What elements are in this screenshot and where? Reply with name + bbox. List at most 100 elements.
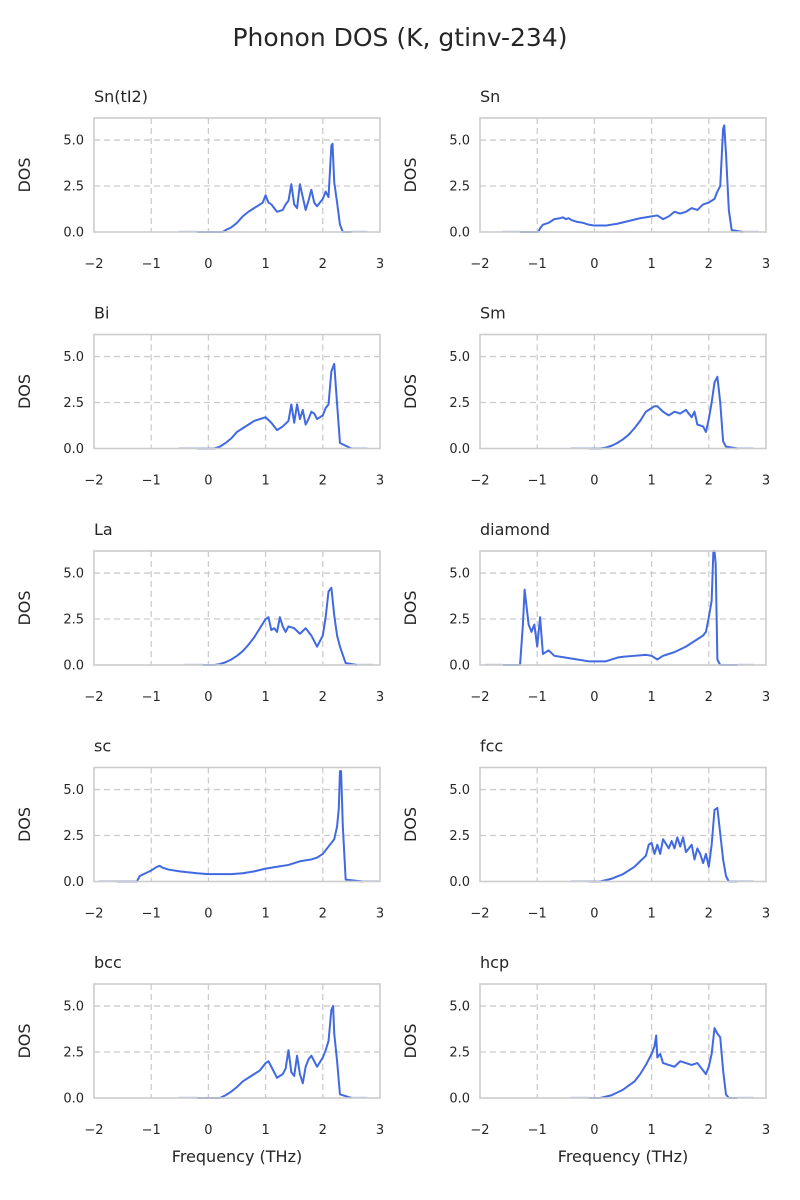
y-tick-label: 0.0 (449, 1092, 470, 1107)
y-axis-label: DOS (15, 157, 34, 192)
y-axis-label: DOS (401, 590, 420, 625)
panel-hcp: hcp −2 −1 0 1 2 3 0.0 2.5 5.0 DOS Frequency (THz) (401, 953, 770, 1166)
x-tick-label: 0 (590, 907, 598, 922)
y-tick-label: 0.0 (449, 659, 470, 674)
x-tick-label: −1 (528, 474, 547, 489)
x-tick-label: 0 (204, 474, 212, 489)
panel-title: La (94, 520, 113, 539)
x-tick-label: 0 (204, 1123, 212, 1138)
x-tick-label: −1 (528, 1123, 547, 1138)
y-axis-label: DOS (401, 374, 420, 409)
x-tick-label: −2 (84, 907, 103, 922)
x-tick-label: 2 (705, 257, 713, 272)
panel-diamond: diamond −2 −1 0 1 2 3 0.0 2.5 5.0 DOS (401, 520, 770, 705)
y-axis-label: DOS (401, 807, 420, 842)
y-tick-label: 2.5 (63, 613, 84, 628)
x-tick-label: 2 (319, 690, 327, 705)
x-tick-label: −1 (142, 257, 161, 272)
x-tick-label: 0 (204, 257, 212, 272)
x-tick-label: 2 (705, 907, 713, 922)
x-tick-label: 1 (261, 1123, 269, 1138)
y-tick-label: 5.0 (449, 134, 470, 149)
x-tick-label: 3 (376, 690, 384, 705)
y-tick-label: 0.0 (449, 442, 470, 457)
x-tick-label: −2 (84, 474, 103, 489)
axes-frame (93, 983, 381, 1099)
x-tick-label: 0 (590, 1123, 598, 1138)
x-tick-label: 3 (376, 1123, 384, 1138)
x-tick-label: −2 (470, 474, 489, 489)
dos-series-line (588, 806, 738, 883)
y-tick-label: 0.0 (63, 875, 84, 890)
x-tick-label: 2 (705, 474, 713, 489)
y-tick-label: 5.0 (63, 350, 84, 365)
axes-frame (93, 550, 381, 666)
y-tick-label: 2.5 (449, 180, 470, 195)
dos-series-line (520, 124, 744, 233)
y-tick-label: 2.5 (63, 829, 84, 844)
y-tick-label: 2.5 (63, 396, 84, 411)
y-tick-label: 2.5 (449, 829, 470, 844)
x-tick-label: 2 (319, 907, 327, 922)
y-tick-label: 0.0 (63, 1092, 84, 1107)
x-tick-label: 0 (590, 690, 598, 705)
x-tick-label: −2 (470, 1123, 489, 1138)
dos-series-line (196, 1005, 352, 1099)
figure-title: Phonon DOS (K, gtinv-234) (232, 23, 567, 52)
x-tick-label: 1 (647, 690, 655, 705)
x-tick-label: −2 (84, 690, 103, 705)
x-tick-label: −1 (528, 907, 547, 922)
x-tick-label: 0 (204, 907, 212, 922)
panel-title: hcp (480, 953, 509, 972)
x-tick-label: −1 (142, 474, 161, 489)
y-tick-label: 2.5 (449, 613, 470, 628)
dos-series-line (196, 142, 352, 233)
y-axis-label: DOS (15, 807, 34, 842)
y-tick-label: 5.0 (449, 1000, 470, 1015)
dos-series-line (202, 586, 358, 666)
x-tick-label: 0 (204, 690, 212, 705)
axes-frame (479, 983, 767, 1099)
y-tick-label: 5.0 (63, 783, 84, 798)
panel-title: Sm (480, 304, 506, 323)
y-tick-label: 0.0 (63, 226, 84, 241)
y-tick-label: 5.0 (449, 350, 470, 365)
y-axis-label: DOS (15, 590, 34, 625)
panel-title: Sn(tI2) (94, 87, 148, 106)
x-tick-label: −1 (142, 690, 161, 705)
axes-frame (93, 766, 381, 883)
x-tick-label: −2 (470, 907, 489, 922)
x-tick-label: −1 (142, 907, 161, 922)
panel-title: Bi (94, 304, 109, 323)
x-tick-label: 1 (261, 907, 269, 922)
y-tick-label: 5.0 (449, 567, 470, 582)
panel-sn-ti2-: Sn(tI2) −2 −1 0 1 2 3 0.0 2.5 5.0 DOS (15, 87, 384, 272)
panel-sn: Sn −2 −1 0 1 2 3 0.0 2.5 5.0 DOS (401, 87, 770, 272)
x-tick-label: 1 (261, 690, 269, 705)
axes-frame (479, 117, 767, 233)
y-tick-label: 0.0 (63, 659, 84, 674)
x-tick-label: 1 (647, 474, 655, 489)
panel-la: La −2 −1 0 1 2 3 0.0 2.5 5.0 DOS (15, 520, 384, 705)
axes-frame (479, 550, 767, 666)
x-tick-label: 2 (319, 257, 327, 272)
y-tick-label: 5.0 (449, 783, 470, 798)
dos-series-line (588, 375, 738, 450)
x-axis-label: Frequency (THz) (558, 1147, 688, 1166)
x-tick-label: 2 (705, 1123, 713, 1138)
panel-sc: sc −2 −1 0 1 2 3 0.0 2.5 5.0 DOS (15, 737, 384, 922)
x-tick-label: 1 (647, 907, 655, 922)
x-tick-label: 3 (762, 474, 770, 489)
axes-frame (93, 333, 381, 450)
x-tick-label: −1 (142, 1123, 161, 1138)
y-tick-label: 2.5 (63, 1046, 84, 1061)
x-tick-label: −1 (528, 690, 547, 705)
y-axis-label: DOS (15, 374, 34, 409)
axes-frame (479, 333, 767, 450)
y-axis-label: DOS (15, 1023, 34, 1058)
x-tick-label: 3 (762, 257, 770, 272)
x-tick-label: 3 (762, 907, 770, 922)
panel-title: fcc (480, 737, 503, 756)
panel-fcc: fcc −2 −1 0 1 2 3 0.0 2.5 5.0 DOS (401, 737, 770, 922)
axes-frame (93, 117, 381, 233)
